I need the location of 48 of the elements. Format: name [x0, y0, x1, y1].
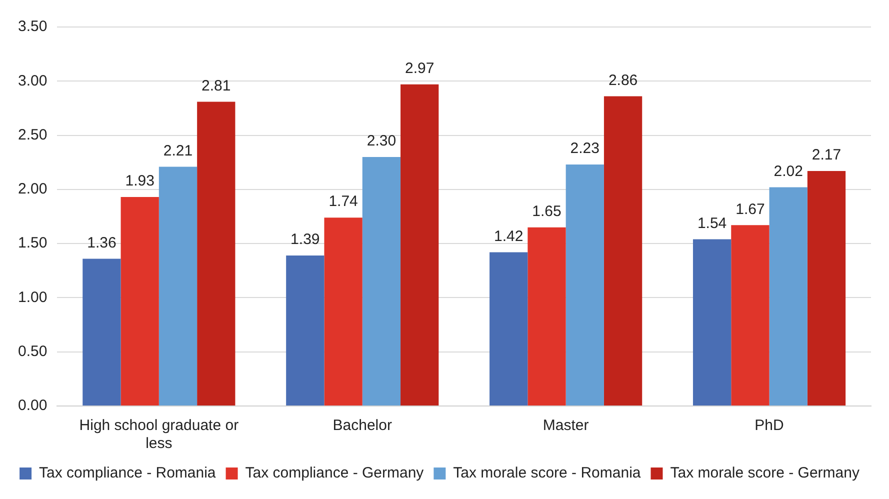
y-tick-label: 2.50 [18, 126, 48, 144]
x-tick-label: High school graduate or less [79, 417, 239, 452]
legend-label: Tax compliance - Romania [39, 464, 216, 482]
x-tick-label: PhD [754, 417, 784, 434]
bar [82, 258, 121, 406]
x-tick-label: Bachelor [332, 417, 392, 434]
bar [692, 239, 732, 406]
legend-label: Tax morale score - Germany [670, 464, 860, 482]
bar [604, 96, 642, 406]
bar [324, 218, 362, 406]
bar [400, 84, 439, 406]
legend-label: Tax morale score - Romania [453, 464, 642, 482]
bar [807, 171, 846, 406]
data-label: 1.42 [494, 228, 524, 245]
data-label: 1.36 [87, 234, 116, 252]
data-label: 1.39 [290, 231, 320, 248]
legend-label: Tax compliance - Germany [245, 464, 424, 482]
bar [362, 156, 401, 406]
data-label: 2.97 [404, 60, 434, 78]
y-tick-label: 3.50 [18, 18, 48, 36]
bar [769, 187, 808, 406]
data-label: 1.93 [125, 172, 154, 190]
y-tick-label: 0.50 [18, 343, 48, 360]
data-label: 2.21 [163, 142, 193, 160]
bar [286, 255, 324, 406]
data-label: 2.81 [202, 77, 231, 94]
y-tick-label: 3.00 [18, 72, 48, 90]
data-label: 2.23 [570, 140, 600, 158]
bar [566, 164, 604, 406]
y-tick-label: 0.00 [18, 397, 48, 414]
bar [197, 102, 236, 406]
y-tick-label: 2.00 [18, 180, 48, 198]
data-label: 1.74 [328, 193, 358, 210]
data-label: 1.65 [532, 202, 562, 220]
bar [528, 227, 566, 406]
data-label: 1.54 [697, 214, 727, 232]
bar [490, 252, 528, 406]
data-label: 2.30 [366, 132, 396, 150]
data-label: 1.67 [736, 200, 765, 218]
y-tick-label: 1.50 [18, 234, 48, 252]
bar [158, 166, 198, 406]
data-label: 2.86 [608, 72, 638, 89]
data-label: 2.02 [774, 162, 803, 180]
x-tick-label: Master [542, 417, 589, 434]
bar [731, 225, 770, 406]
y-tick-label: 1.00 [18, 288, 48, 306]
data-label: 2.17 [812, 146, 842, 164]
bar [120, 197, 159, 406]
